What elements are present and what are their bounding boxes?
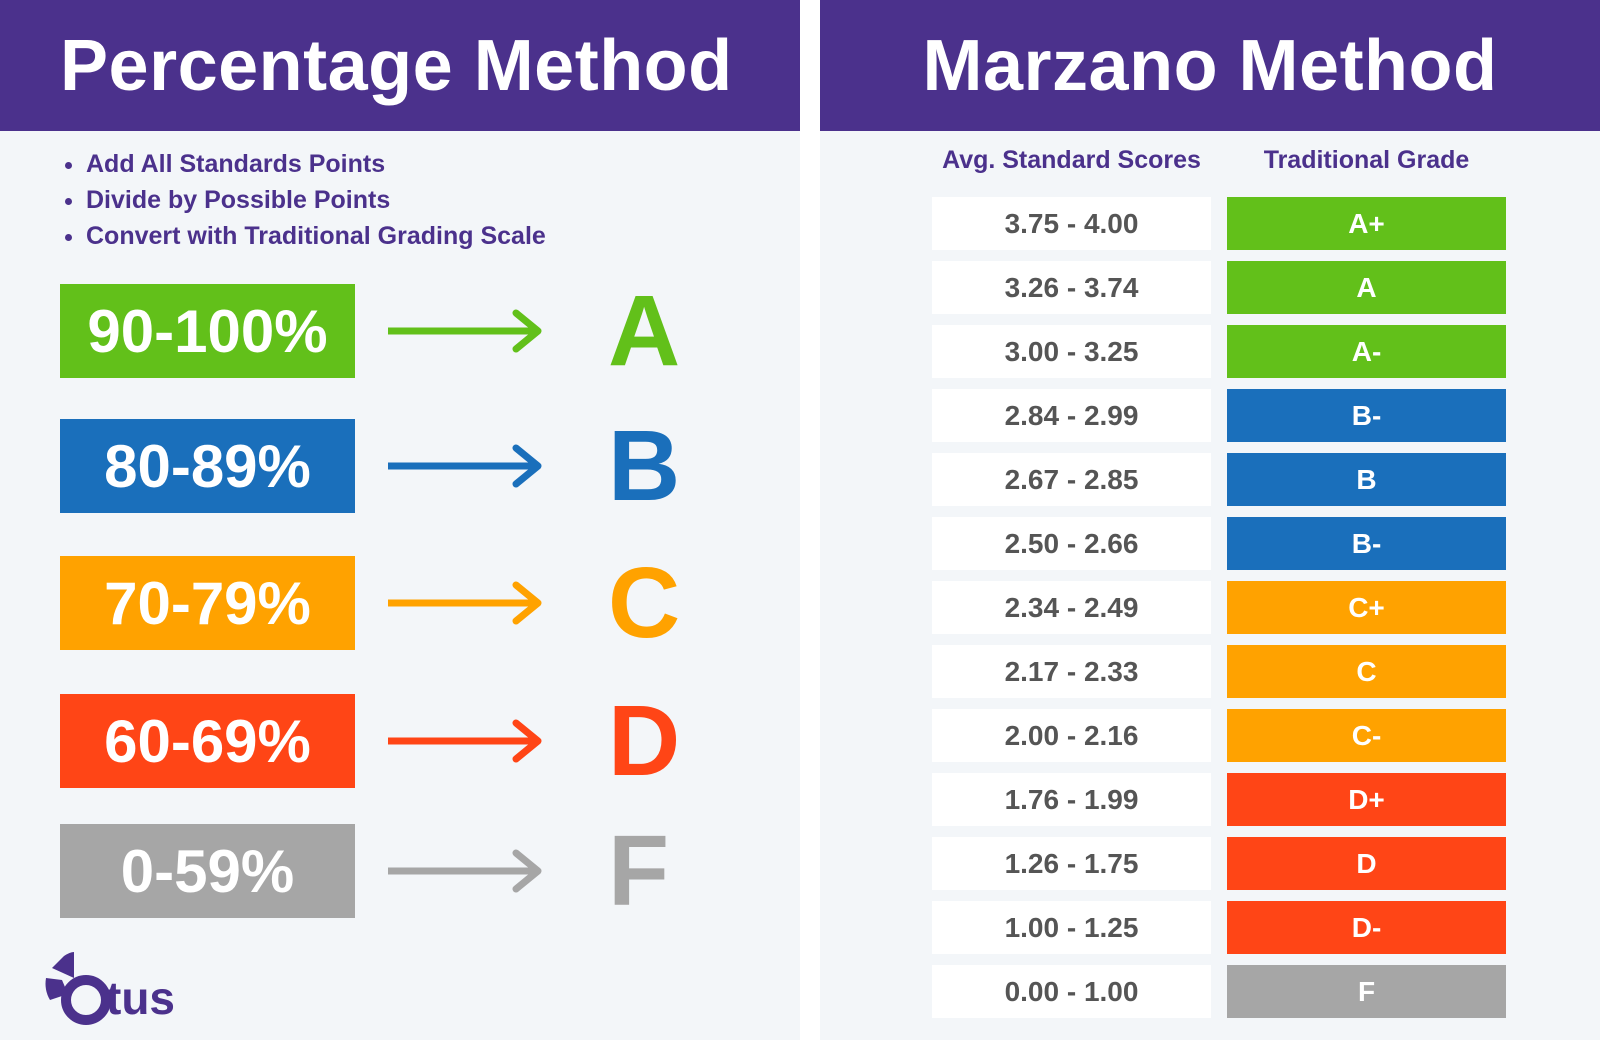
score-range-cell: 2.17 - 2.33	[932, 645, 1211, 698]
score-range-cell: 2.00 - 2.16	[932, 709, 1211, 762]
score-range-cell: 1.26 - 1.75	[932, 837, 1211, 890]
marzano-table-row: 3.26 - 3.74 A	[932, 261, 1506, 314]
traditional-grade-cell: A+	[1227, 197, 1506, 250]
marzano-table-row: 3.00 - 3.25 A-	[932, 325, 1506, 378]
marzano-table-row: 1.76 - 1.99 D+	[932, 773, 1506, 826]
marzano-table-row: 2.17 - 2.33 C	[932, 645, 1506, 698]
letter-grade: C	[608, 547, 681, 659]
score-range-cell: 1.76 - 1.99	[932, 773, 1211, 826]
grade-conversion-row: 70-79% C	[60, 548, 760, 658]
arrow-right-icon	[388, 581, 542, 625]
traditional-grade-cell: C+	[1227, 581, 1506, 634]
traditional-grade-cell: A-	[1227, 325, 1506, 378]
arrow-right-icon	[388, 309, 542, 353]
traditional-grade-cell: D+	[1227, 773, 1506, 826]
step-item: Add All Standards Points	[86, 146, 546, 182]
grade-conversion-row: 90-100% A	[60, 276, 760, 386]
score-range-cell: 1.00 - 1.25	[932, 901, 1211, 954]
percent-range-box: 0-59%	[60, 824, 355, 918]
traditional-grade-cell: C-	[1227, 709, 1506, 762]
otus-logo: tus	[45, 952, 175, 1025]
score-range-cell: 2.34 - 2.49	[932, 581, 1211, 634]
column-header-scores: Avg. Standard Scores	[942, 146, 1201, 174]
grade-conversion-row: 80-89% B	[60, 411, 760, 521]
score-range-cell: 2.67 - 2.85	[932, 453, 1211, 506]
letter-grade: A	[608, 275, 681, 387]
grade-conversion-row: 60-69% D	[60, 686, 760, 796]
arrow-right-icon	[388, 444, 542, 488]
column-header-grade: Traditional Grade	[1263, 146, 1470, 174]
arrow-right-icon	[388, 849, 542, 893]
letter-grade: B	[608, 410, 681, 522]
percentage-method-panel: Percentage Method Add All Standards Poin…	[0, 0, 800, 1040]
traditional-grade-cell: F	[1227, 965, 1506, 1018]
marzano-table-row: 3.75 - 4.00 A+	[932, 197, 1506, 250]
score-range-cell: 0.00 - 1.00	[932, 965, 1211, 1018]
letter-grade: D	[608, 685, 681, 797]
traditional-grade-cell: D-	[1227, 901, 1506, 954]
marzano-table-row: 2.67 - 2.85 B	[932, 453, 1506, 506]
percent-range-box: 60-69%	[60, 694, 355, 788]
step-item: Divide by Possible Points	[86, 182, 546, 218]
percent-range-box: 80-89%	[60, 419, 355, 513]
letter-grade: F	[608, 815, 670, 927]
score-range-cell: 2.84 - 2.99	[932, 389, 1211, 442]
traditional-grade-cell: D	[1227, 837, 1506, 890]
percentage-method-title: Percentage Method	[0, 0, 800, 131]
marzano-table-row: 2.34 - 2.49 C+	[932, 581, 1506, 634]
marzano-table-row: 2.84 - 2.99 B-	[932, 389, 1506, 442]
marzano-table-row: 0.00 - 1.00 F	[932, 965, 1506, 1018]
svg-text:tus: tus	[106, 972, 175, 1024]
marzano-table-row: 1.00 - 1.25 D-	[932, 901, 1506, 954]
marzano-method-panel: Marzano Method Avg. Standard Scores Trad…	[820, 0, 1600, 1040]
marzano-table-row: 1.26 - 1.75 D	[932, 837, 1506, 890]
percent-range-box: 70-79%	[60, 556, 355, 650]
traditional-grade-cell: B-	[1227, 389, 1506, 442]
traditional-grade-cell: B-	[1227, 517, 1506, 570]
score-range-cell: 3.75 - 4.00	[932, 197, 1211, 250]
marzano-table-row: 2.00 - 2.16 C-	[932, 709, 1506, 762]
traditional-grade-cell: B	[1227, 453, 1506, 506]
traditional-grade-cell: A	[1227, 261, 1506, 314]
steps-list: Add All Standards Points Divide by Possi…	[60, 146, 546, 254]
grade-conversion-row: 0-59% F	[60, 816, 760, 926]
traditional-grade-cell: C	[1227, 645, 1506, 698]
marzano-table-row: 2.50 - 2.66 B-	[932, 517, 1506, 570]
arrow-right-icon	[388, 719, 542, 763]
score-range-cell: 2.50 - 2.66	[932, 517, 1211, 570]
marzano-method-title: Marzano Method	[820, 0, 1600, 131]
percent-range-box: 90-100%	[60, 284, 355, 378]
step-item: Convert with Traditional Grading Scale	[86, 218, 546, 254]
score-range-cell: 3.26 - 3.74	[932, 261, 1211, 314]
score-range-cell: 3.00 - 3.25	[932, 325, 1211, 378]
